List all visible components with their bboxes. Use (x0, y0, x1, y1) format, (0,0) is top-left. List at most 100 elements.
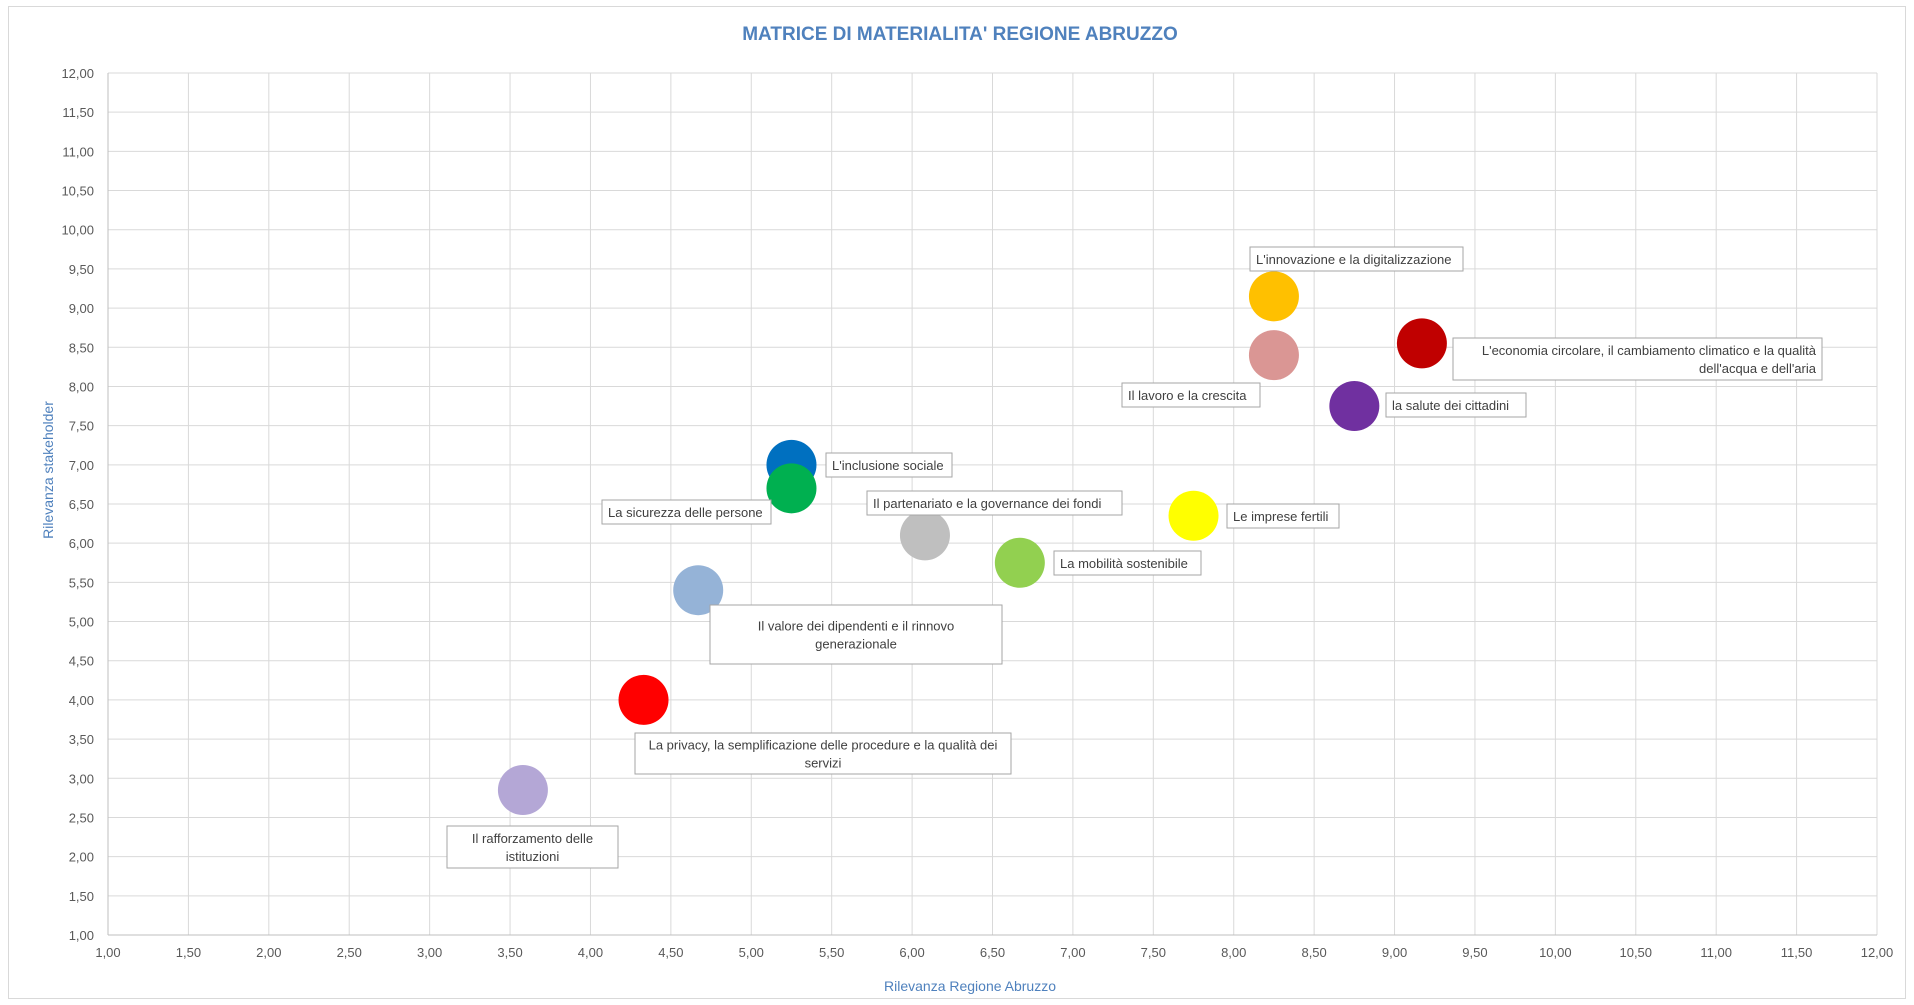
callout-box (1121, 382, 1261, 408)
data-label: Il rafforzamento delle (472, 831, 593, 846)
x-tick-label: 8,00 (1221, 945, 1246, 960)
callouts: L'innovazione e la digitalizzazione L'eco… (446, 246, 1823, 869)
y-tick-label: 3,00 (69, 771, 94, 786)
y-tick-label: 5,00 (69, 615, 94, 630)
y-tick-label: 2,50 (69, 810, 94, 825)
y-tick-label: 6,00 (69, 536, 94, 551)
data-label: L'economia circolare, il cambiamento cli… (1482, 343, 1817, 358)
data-point (618, 674, 669, 725)
tick-labels: 1,00 1,50 2,00 2,50 3,00 3,50 4,00 4,50 5,00 5,50… (61, 66, 1893, 960)
x-axis-title: Rilevanza Regione Abruzzo (884, 978, 1056, 994)
data-label: dell'acqua e dell'aria (1699, 361, 1817, 376)
data-label: istituzioni (506, 849, 560, 864)
data-points (497, 271, 1447, 816)
x-tick-label: 8,50 (1301, 945, 1326, 960)
callout-box (1452, 337, 1823, 381)
callout: Il rafforzamento delle istituzioni (446, 825, 619, 869)
data-label: La mobilità sostenibile (1060, 556, 1188, 571)
data-label: La privacy, la semplificazione delle pro… (649, 738, 998, 753)
callout-box (446, 825, 619, 869)
x-tick-label: 3,50 (497, 945, 522, 960)
x-tick-label: 9,00 (1382, 945, 1407, 960)
y-tick-label: 5,50 (69, 575, 94, 590)
x-tick-label: 7,00 (1060, 945, 1085, 960)
x-tick-label: 3,00 (417, 945, 442, 960)
callout: L'inclusione sociale (825, 452, 953, 478)
data-point (1248, 271, 1299, 322)
x-tick-label: 12,00 (1861, 945, 1894, 960)
x-tick-label: 6,00 (899, 945, 924, 960)
data-point (1248, 330, 1299, 381)
data-point (673, 565, 724, 616)
data-point (1329, 381, 1380, 432)
data-label: L'innovazione e la digitalizzazione (1256, 252, 1451, 267)
data-label: Il partenariato e la governance dei fond… (873, 496, 1101, 511)
callout-box (825, 452, 953, 478)
data-point (1168, 490, 1219, 541)
callout: L'economia circolare, il cambiamento cli… (1452, 337, 1823, 381)
x-tick-label: 6,50 (980, 945, 1005, 960)
x-tick-label: 2,50 (337, 945, 362, 960)
y-tick-label: 2,00 (69, 850, 94, 865)
callout: L'innovazione e la digitalizzazione (1249, 246, 1464, 272)
callout: La mobilità sostenibile (1053, 550, 1202, 576)
y-tick-label: 7,00 (69, 458, 94, 473)
callout-box (634, 732, 1012, 775)
data-label: Il valore dei dipendenti e il rinnovo (758, 619, 955, 634)
x-tick-label: 4,50 (658, 945, 683, 960)
data-label: Il lavoro e la crescita (1128, 388, 1247, 403)
callout: Le imprese fertili (1226, 503, 1340, 529)
x-tick-label: 7,50 (1141, 945, 1166, 960)
y-tick-label: 4,50 (69, 654, 94, 669)
y-tick-label: 6,50 (69, 497, 94, 512)
data-point (994, 537, 1045, 588)
callout-box (1226, 503, 1340, 529)
data-point (1396, 318, 1447, 369)
callout-box (866, 490, 1123, 516)
y-tick-label: 11,50 (62, 105, 94, 120)
callout: Il partenariato e la governance dei fond… (866, 490, 1123, 516)
y-tick-label: 9,00 (69, 301, 94, 316)
callout-box (1385, 392, 1527, 418)
y-tick-label: 7,50 (69, 419, 94, 434)
callout: Il valore dei dipendenti e il rinnovo gen… (709, 604, 1003, 665)
data-point (899, 510, 950, 561)
x-tick-label: 5,50 (819, 945, 844, 960)
x-tick-label: 10,00 (1539, 945, 1572, 960)
callout-box (601, 499, 772, 525)
callout: La sicurezza delle persone (601, 499, 772, 525)
data-label: Le imprese fertili (1233, 509, 1328, 524)
x-tick-label: 11,00 (1700, 945, 1732, 960)
chart-title: MATRICE DI MATERIALITA' REGIONE ABRUZZO (742, 24, 1178, 45)
x-tick-label: 11,50 (1781, 945, 1813, 960)
x-tick-label: 10,50 (1619, 945, 1652, 960)
y-tick-label: 10,00 (61, 223, 94, 238)
y-tick-label: 12,00 (61, 66, 94, 81)
x-tick-label: 5,00 (739, 945, 764, 960)
data-label: generazionale (815, 637, 897, 652)
y-tick-label: 11,00 (62, 144, 94, 159)
callout: La privacy, la semplificazione delle pro… (634, 732, 1012, 775)
y-tick-label: 8,00 (69, 379, 94, 394)
data-point (766, 463, 817, 514)
y-axis-title: Rilevanza stakeholder (40, 401, 56, 539)
data-label: servizi (805, 756, 842, 771)
callout-box (1249, 246, 1464, 272)
x-tick-label: 1,00 (95, 945, 120, 960)
y-tick-label: 1,00 (69, 928, 94, 943)
y-tick-label: 9,50 (69, 262, 94, 277)
x-tick-label: 4,00 (578, 945, 603, 960)
y-tick-label: 10,50 (61, 184, 94, 199)
callout: la salute dei cittadini (1385, 392, 1527, 418)
data-point (497, 765, 548, 816)
y-tick-label: 3,50 (69, 732, 94, 747)
data-label: L'inclusione sociale (832, 458, 944, 473)
x-tick-label: 9,50 (1462, 945, 1487, 960)
y-tick-label: 1,50 (69, 889, 94, 904)
callout-box (709, 604, 1003, 665)
callout-box (1053, 550, 1202, 576)
data-label: La sicurezza delle persone (608, 505, 763, 520)
y-tick-label: 4,00 (69, 693, 94, 708)
data-label: la salute dei cittadini (1392, 398, 1509, 413)
